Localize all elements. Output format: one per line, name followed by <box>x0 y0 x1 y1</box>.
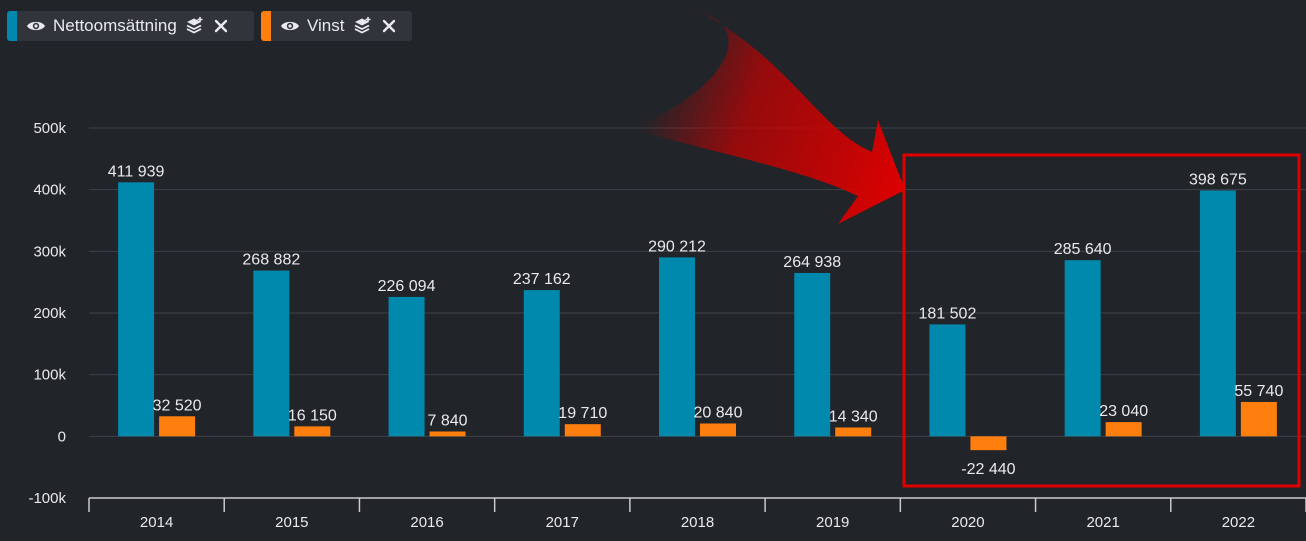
data-label: 55 740 <box>1234 383 1283 400</box>
layers-icon[interactable] <box>185 16 205 36</box>
bar-nettoomsattning <box>253 270 290 437</box>
y-tick-label: 400k <box>33 182 66 199</box>
legend-chip-vinst[interactable]: Vinst <box>261 11 412 41</box>
data-label: 285 640 <box>1054 241 1112 258</box>
bar-nettoomsattning <box>523 290 560 437</box>
bar-nettoomsattning <box>1064 260 1101 437</box>
x-tick-label: 2021 <box>1086 514 1119 531</box>
close-icon[interactable] <box>213 18 229 34</box>
y-tick-label: 500k <box>33 120 66 137</box>
data-label: 14 340 <box>829 408 878 425</box>
data-label: 23 040 <box>1099 403 1148 420</box>
legend-swatch <box>261 11 271 41</box>
data-label: 32 520 <box>153 397 202 414</box>
bars: 411 939 268 882 226 094 237 162 290 212 264 9… <box>108 163 1284 478</box>
bar-nettoomsattning <box>118 182 155 437</box>
data-label: -22 440 <box>961 461 1015 478</box>
x-tick-label: 2019 <box>816 514 849 531</box>
bar-vinst <box>1105 422 1142 437</box>
close-icon[interactable] <box>381 18 397 34</box>
bar-nettoomsattning <box>388 296 425 437</box>
highlight-arrow <box>630 12 905 224</box>
bar-vinst <box>294 426 331 437</box>
bar-nettoomsattning <box>794 272 831 437</box>
data-label: 264 938 <box>783 254 841 271</box>
bar-vinst <box>970 436 1007 451</box>
eye-icon[interactable] <box>25 19 47 33</box>
x-tick-label: 2015 <box>275 514 308 531</box>
x-tick-label: 2017 <box>546 514 579 531</box>
data-label: 181 502 <box>919 305 977 322</box>
legend-swatch <box>7 11 17 41</box>
data-label: 237 162 <box>513 271 571 288</box>
legend-label: Nettoomsättning <box>53 16 177 35</box>
data-label: 19 710 <box>558 405 607 422</box>
y-tick-label: -100k <box>28 490 66 507</box>
bar-vinst <box>159 416 196 437</box>
x-tick-label: 2018 <box>681 514 714 531</box>
bar-vinst <box>835 427 872 437</box>
data-label: 398 675 <box>1189 171 1247 188</box>
y-axis: -100k 0 100k 200k 300k 400k 500k <box>28 120 66 507</box>
data-label: 7 840 <box>428 412 468 429</box>
y-tick-label: 300k <box>33 243 66 260</box>
legend-label: Vinst <box>307 16 345 35</box>
bar-nettoomsattning <box>1199 190 1236 437</box>
data-label: 226 094 <box>378 278 436 295</box>
x-tick-label: 2016 <box>410 514 443 531</box>
data-label: 411 939 <box>108 163 165 180</box>
x-tick-label: 2020 <box>951 514 984 531</box>
data-label: 268 882 <box>242 252 300 269</box>
x-tick-label: 2014 <box>140 514 173 531</box>
bar-vinst <box>700 423 736 437</box>
y-tick-label: 0 <box>58 428 66 445</box>
data-label: 16 150 <box>288 407 337 424</box>
layers-icon[interactable] <box>353 16 373 36</box>
x-axis: 2014 2015 2016 2017 2018 2019 2020 2021 2022 <box>88 497 1306 531</box>
highlight-box <box>902 153 1301 488</box>
data-label: 20 840 <box>694 404 743 421</box>
bar-vinst <box>429 431 466 437</box>
y-tick-label: 200k <box>33 305 66 322</box>
eye-icon[interactable] <box>279 19 301 33</box>
bar-nettoomsattning <box>659 257 695 437</box>
bar-vinst <box>564 424 601 437</box>
bar-vinst <box>1240 401 1277 437</box>
legend-chip-nettoomsattning[interactable]: Nettoomsättning <box>7 11 254 41</box>
x-tick-label: 2022 <box>1222 514 1255 531</box>
bar-nettoomsattning <box>929 324 966 437</box>
y-tick-label: 100k <box>33 367 66 384</box>
data-label: 290 212 <box>648 238 706 255</box>
